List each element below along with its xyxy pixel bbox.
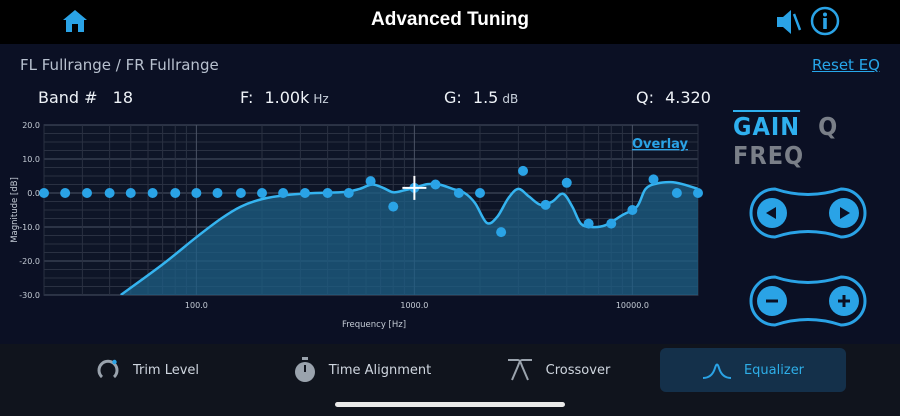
band-point[interactable] xyxy=(388,201,399,212)
plus-icon xyxy=(838,295,850,307)
right-arrow-icon xyxy=(840,207,850,219)
band-label: Band # xyxy=(38,88,98,107)
tab-equalizer[interactable]: Equalizer xyxy=(660,348,846,392)
tab-label: Trim Level xyxy=(132,362,200,378)
tab-time-alignment[interactable]: Time Alignment xyxy=(262,348,462,392)
mode-gain[interactable]: GAIN xyxy=(733,112,801,141)
info-icon[interactable] xyxy=(810,6,840,36)
minus-button[interactable] xyxy=(757,286,787,316)
plus-button[interactable] xyxy=(829,286,859,316)
home-indicator xyxy=(335,402,565,407)
y-tick-label: 20.0 xyxy=(22,121,40,130)
tab-label: Equalizer xyxy=(743,362,805,378)
band-point[interactable] xyxy=(518,165,529,176)
band-points-group[interactable] xyxy=(39,165,703,238)
speaker-mute-icon[interactable] xyxy=(774,8,802,36)
q-label: Q: xyxy=(636,88,654,107)
mode-selector: GAIN Q FREQ xyxy=(733,112,900,170)
band-value: 18 xyxy=(112,88,134,107)
page-title: Advanced Tuning xyxy=(371,9,529,30)
response-line xyxy=(120,180,698,295)
q-value: 4.320 xyxy=(665,88,711,107)
band-point[interactable] xyxy=(648,174,659,185)
arrow-control xyxy=(749,187,867,239)
freq-param: F: 1.00k Hz xyxy=(240,88,329,107)
gain-unit: dB xyxy=(502,92,519,106)
reset-eq-link[interactable]: Reset EQ xyxy=(812,56,880,74)
band-point[interactable] xyxy=(475,188,485,198)
y-tick-label: -10.0 xyxy=(19,223,40,232)
band-point[interactable] xyxy=(212,188,223,198)
tab-label: Crossover xyxy=(545,362,611,378)
gain-label: G: xyxy=(444,88,462,107)
band-point[interactable] xyxy=(343,188,354,198)
band-point[interactable] xyxy=(82,188,93,198)
band-point[interactable] xyxy=(125,188,136,198)
left-arrow-icon xyxy=(766,207,776,219)
band-point[interactable] xyxy=(365,176,376,187)
tab-crossover[interactable]: Crossover xyxy=(468,348,648,392)
top-bar: Advanced Tuning xyxy=(0,0,900,44)
y-tick-label: -20.0 xyxy=(19,257,40,266)
trim-level-icon xyxy=(97,359,119,379)
band-point[interactable] xyxy=(322,188,333,198)
home-icon[interactable] xyxy=(62,8,88,34)
tab-trim-level[interactable]: Trim Level xyxy=(52,348,242,392)
band-point[interactable] xyxy=(170,188,181,198)
band-param: Band # 18 xyxy=(38,88,133,107)
stopwatch-icon xyxy=(294,357,315,382)
band-point[interactable] xyxy=(191,188,202,198)
crosshair-cursor xyxy=(402,175,427,200)
response-curve-group xyxy=(120,180,698,295)
band-point[interactable] xyxy=(496,227,507,238)
band-point[interactable] xyxy=(693,188,703,198)
y-tick-label: 0.0 xyxy=(27,189,40,198)
band-point[interactable] xyxy=(235,188,246,198)
tick-labels: 20.0 10.0 0.0 -10.0 -20.0 -30.0 100.0 1000.0 100… xyxy=(19,121,649,310)
freq-value: 1.00k xyxy=(264,88,310,107)
mode-freq[interactable]: FREQ xyxy=(733,141,805,170)
band-point[interactable] xyxy=(300,188,311,198)
tab-label: Time Alignment xyxy=(328,362,432,378)
x-tick-label: 100.0 xyxy=(185,301,208,310)
mode-q[interactable]: Q xyxy=(818,112,839,141)
channel-label: FL Fullrange / FR Fullrange xyxy=(20,56,219,74)
band-point[interactable] xyxy=(257,188,267,198)
q-param: Q: 4.320 xyxy=(636,88,711,107)
band-point[interactable] xyxy=(671,188,682,198)
band-point[interactable] xyxy=(278,188,289,198)
freq-unit: Hz xyxy=(313,92,329,106)
band-point[interactable] xyxy=(60,188,71,198)
gain-param: G: 1.5 dB xyxy=(444,88,518,107)
y-tick-label: -30.0 xyxy=(19,291,40,300)
band-point[interactable] xyxy=(147,188,158,198)
eq-chart[interactable]: 20.0 10.0 0.0 -10.0 -20.0 -30.0 100.0 1000.0 100… xyxy=(0,110,720,336)
x-tick-label: 10000.0 xyxy=(616,301,649,310)
band-point[interactable] xyxy=(430,179,441,190)
y-tick-label: 10.0 xyxy=(22,155,40,164)
band-point[interactable] xyxy=(104,188,115,198)
increase-right-button[interactable] xyxy=(829,198,859,228)
response-area xyxy=(120,182,698,295)
crossover-icon xyxy=(507,359,532,381)
band-point[interactable] xyxy=(540,199,551,210)
freq-label: F: xyxy=(240,88,254,107)
x-axis-label: Frequency [Hz] xyxy=(342,320,406,330)
band-point[interactable] xyxy=(453,188,464,198)
band-point[interactable] xyxy=(39,188,49,198)
x-tick-label: 1000.0 xyxy=(400,301,428,310)
band-point[interactable] xyxy=(583,218,594,229)
gain-value: 1.5 xyxy=(472,88,499,107)
band-point[interactable] xyxy=(627,205,638,215)
y-axis-label: Magnitude [dB] xyxy=(10,177,20,243)
band-point[interactable] xyxy=(606,218,617,229)
minus-icon xyxy=(766,299,778,303)
band-point[interactable] xyxy=(561,177,572,188)
overlay-link[interactable]: Overlay xyxy=(632,137,689,152)
equalizer-icon xyxy=(702,363,732,379)
stepper-control xyxy=(749,275,867,327)
decrease-left-button[interactable] xyxy=(757,198,787,228)
